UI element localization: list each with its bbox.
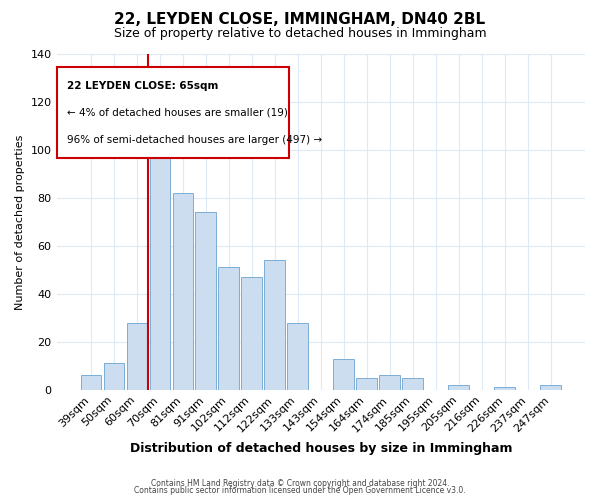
Bar [379, 376, 400, 390]
Bar [356, 378, 377, 390]
Bar [127, 322, 147, 390]
Bar [241, 277, 262, 390]
Text: 22, LEYDEN CLOSE, IMMINGHAM, DN40 2BL: 22, LEYDEN CLOSE, IMMINGHAM, DN40 2BL [115, 12, 485, 28]
Bar [448, 385, 469, 390]
Bar [265, 260, 285, 390]
Bar [494, 388, 515, 390]
Bar [80, 376, 101, 390]
FancyBboxPatch shape [56, 68, 289, 158]
Bar [196, 212, 216, 390]
Text: Contains HM Land Registry data © Crown copyright and database right 2024.: Contains HM Land Registry data © Crown c… [151, 478, 449, 488]
Text: 96% of semi-detached houses are larger (497) →: 96% of semi-detached houses are larger (… [67, 134, 322, 144]
X-axis label: Distribution of detached houses by size in Immingham: Distribution of detached houses by size … [130, 442, 512, 455]
Text: Contains public sector information licensed under the Open Government Licence v3: Contains public sector information licen… [134, 486, 466, 495]
Bar [218, 268, 239, 390]
Bar [173, 193, 193, 390]
Bar [540, 385, 561, 390]
Bar [149, 119, 170, 390]
Text: Size of property relative to detached houses in Immingham: Size of property relative to detached ho… [113, 28, 487, 40]
Y-axis label: Number of detached properties: Number of detached properties [15, 134, 25, 310]
Bar [287, 322, 308, 390]
Bar [403, 378, 423, 390]
Bar [104, 364, 124, 390]
Text: ← 4% of detached houses are smaller (19): ← 4% of detached houses are smaller (19) [67, 108, 288, 118]
Bar [334, 358, 354, 390]
Text: 22 LEYDEN CLOSE: 65sqm: 22 LEYDEN CLOSE: 65sqm [67, 81, 218, 91]
